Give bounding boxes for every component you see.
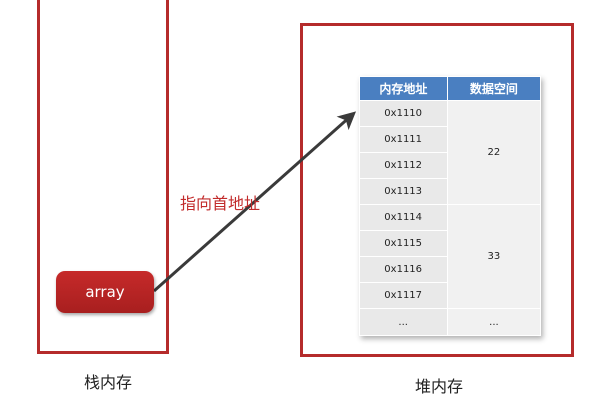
value-cell: 33 — [447, 204, 542, 309]
table-row: ... ... — [359, 308, 542, 336]
table-row: 0x1110 22 — [359, 100, 542, 205]
address-cell: 0x1112 — [359, 152, 448, 179]
value-cell: 22 — [447, 100, 542, 205]
address-cell: ... — [359, 308, 448, 336]
table-row: 0x1117 — [359, 282, 541, 309]
memory-table: 内存地址 数据空间 0x1110 22 0x1111 0x1112 0x1113… — [359, 76, 542, 336]
header-data-space: 数据空间 — [446, 76, 542, 101]
value-cell: ... — [447, 308, 542, 336]
address-cell: 0x1114 — [359, 204, 448, 231]
header-address: 内存地址 — [359, 76, 448, 101]
heap-memory-caption: 堆内存 — [414, 377, 463, 396]
address-cell: 0x1111 — [359, 126, 448, 153]
table-row: 0x1114 33 — [359, 204, 542, 309]
table-row: 0x1113 — [359, 178, 541, 205]
address-cell: 0x1115 — [359, 230, 448, 257]
array-variable[interactable]: array — [56, 271, 154, 313]
address-cell: 0x1117 — [359, 282, 448, 309]
pointer-label: 指向首地址 — [180, 194, 261, 213]
table-row: 0x1111 — [359, 126, 541, 153]
table-row: 0x1112 — [359, 152, 541, 179]
table-row: 0x1116 — [359, 256, 541, 283]
stack-memory-caption: 栈内存 — [83, 373, 132, 392]
address-cell: 0x1116 — [359, 256, 448, 283]
address-cell: 0x1110 — [359, 100, 448, 127]
table-row: 0x1115 — [359, 230, 541, 257]
table-header-row: 内存地址 数据空间 — [359, 76, 542, 101]
address-cell: 0x1113 — [359, 178, 448, 205]
